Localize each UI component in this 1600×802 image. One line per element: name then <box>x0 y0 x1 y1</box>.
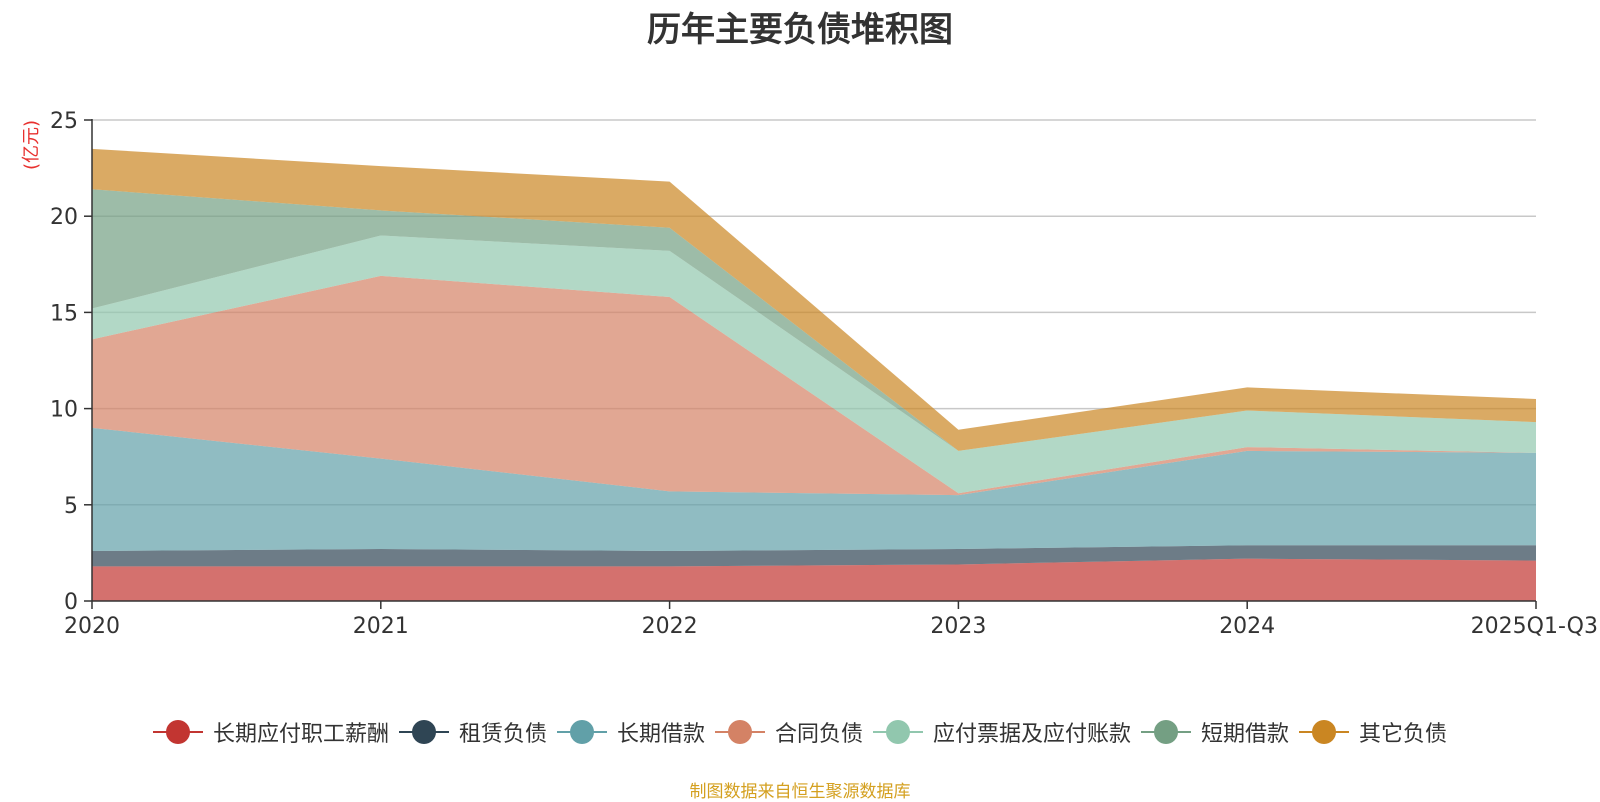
y-tick-label: 15 <box>50 301 78 326</box>
series-area-4 <box>92 235 1536 494</box>
legend-item[interactable]: 短期借款 <box>1141 716 1289 748</box>
legend-item[interactable]: 长期应付职工薪酬 <box>152 716 389 748</box>
y-axis-label: (亿元) <box>21 120 42 170</box>
x-tick-label: 2021 <box>353 614 409 639</box>
x-tick-label: 2024 <box>1219 614 1275 639</box>
series-area-0 <box>92 558 1536 601</box>
legend-label: 短期借款 <box>1201 722 1290 747</box>
series-area-5 <box>92 189 1536 451</box>
legend-marker-icon <box>556 719 607 745</box>
y-tick-label: 25 <box>50 109 78 134</box>
y-tick-label: 10 <box>50 398 78 423</box>
legend-marker-icon <box>152 719 203 745</box>
series-area-6 <box>92 148 1536 451</box>
legend-marker-icon <box>714 719 765 745</box>
legend: 长期应付职工薪酬 租赁负债 长期借款 合同负债 应付票据及应付账款 短期借款 其它负债 <box>0 716 1600 749</box>
x-tick-label: 2023 <box>930 614 986 639</box>
legend-marker-icon <box>873 719 923 745</box>
chart-title: 历年主要负债堆积图 <box>647 10 953 50</box>
source-note: 制图数据来自恒生聚源数据库 <box>689 782 911 802</box>
x-tick-label: 2022 <box>642 614 698 639</box>
x-tick-label: 2025Q1-Q3 <box>1471 614 1598 639</box>
series-area-3 <box>92 275 1536 496</box>
legend-marker-icon <box>1299 719 1350 745</box>
legend-marker-icon <box>398 719 449 745</box>
legend-item[interactable]: 合同负债 <box>714 716 863 748</box>
y-tick-label: 0 <box>64 590 78 615</box>
legend-label: 长期应付职工薪酬 <box>212 722 389 747</box>
legend-label: 其它负债 <box>1359 722 1448 747</box>
legend-item[interactable]: 应付票据及应付账款 <box>873 716 1131 748</box>
axes: 0 5 10 15 20 25 2020 2021 2022 2023 2024 2025Q1-Q3 <box>50 109 1598 639</box>
series-area-2 <box>92 427 1536 551</box>
legend-label: 长期借款 <box>616 722 705 747</box>
legend-item[interactable]: 租赁负债 <box>398 716 547 748</box>
y-tick-label: 20 <box>50 205 78 230</box>
legend-label: 合同负债 <box>774 722 863 747</box>
legend-item[interactable]: 其它负债 <box>1299 716 1447 748</box>
legend-item[interactable]: 长期借款 <box>556 716 705 748</box>
x-tick-label: 2020 <box>64 614 120 639</box>
y-tick-label: 5 <box>64 494 78 519</box>
legend-label: 租赁负债 <box>458 722 547 747</box>
legend-label: 应付票据及应付账款 <box>933 722 1132 747</box>
series-area-1 <box>92 545 1536 567</box>
series-areas <box>92 148 1536 601</box>
legend-marker-icon <box>1141 719 1192 745</box>
